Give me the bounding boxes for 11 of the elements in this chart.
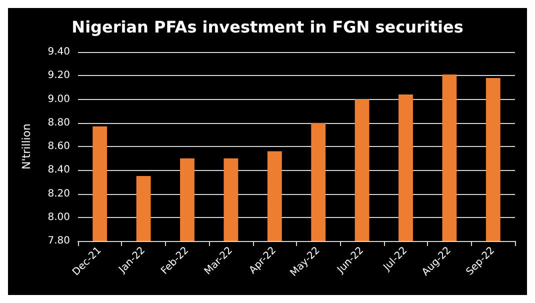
- chart-title: Nigerian PFAs investment in FGN securities: [72, 18, 464, 36]
- y-tick-label: 9.40: [48, 46, 70, 58]
- y-tick-label: 8.80: [48, 117, 70, 128]
- y-tick-label: 7.80: [48, 236, 70, 246]
- y-tick-label: 8.40: [48, 164, 70, 176]
- y-tick-label: 8.00: [48, 212, 70, 223]
- y-tick-label: 8.20: [48, 188, 70, 200]
- y-tick-label: 9.00: [48, 94, 70, 105]
- y-tick-label: 8.60: [48, 141, 70, 152]
- y-axis-title: N'trillion: [20, 123, 33, 170]
- y-tick-label: 9.20: [48, 70, 70, 82]
